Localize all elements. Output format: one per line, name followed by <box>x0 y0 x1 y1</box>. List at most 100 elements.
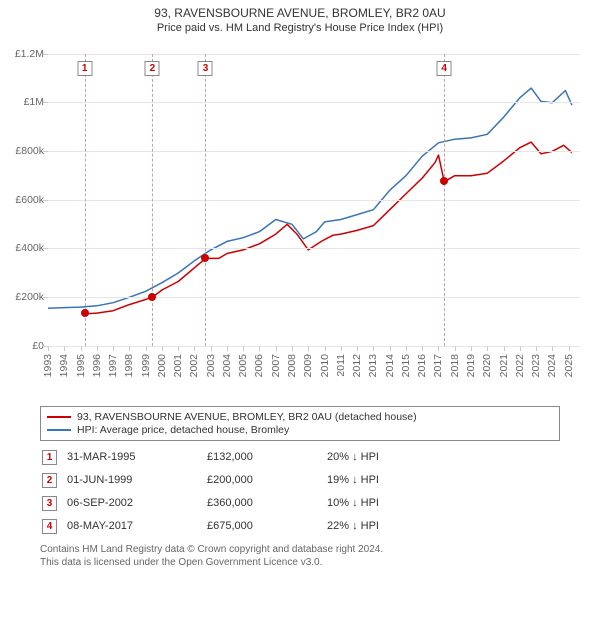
event-vline <box>444 54 445 346</box>
x-axis-label: 2013 <box>367 354 379 377</box>
footer-attribution: Contains HM Land Registry data © Crown c… <box>40 543 560 570</box>
x-tick <box>113 346 114 351</box>
event-flag: 2 <box>145 61 160 76</box>
event-row-date: 08-MAY-2017 <box>67 516 205 537</box>
x-axis-label: 2023 <box>530 354 542 377</box>
event-row-price: £360,000 <box>207 493 325 514</box>
x-axis-labels: 1993199419951996199719981999200020012002… <box>48 346 580 386</box>
x-tick <box>178 346 179 351</box>
legend-swatch-price <box>47 416 71 418</box>
y-gridline <box>48 346 580 347</box>
event-row-number: 3 <box>42 496 57 511</box>
series-price-line <box>85 142 572 314</box>
x-axis-label: 2025 <box>563 354 575 377</box>
y-gridline <box>48 248 580 249</box>
event-row-date: 06-SEP-2002 <box>67 493 205 514</box>
x-axis-label: 1997 <box>107 354 119 377</box>
chart-container: 93, RAVENSBOURNE AVENUE, BROMLEY, BR2 0A… <box>0 0 600 620</box>
series-hpi-line <box>48 88 572 308</box>
event-flag: 1 <box>77 61 92 76</box>
y-tick <box>43 102 48 103</box>
event-row: 408-MAY-2017£675,00022% ↓ HPI <box>42 516 387 537</box>
x-axis-label: 1995 <box>75 354 87 377</box>
x-tick <box>276 346 277 351</box>
event-flag-number: 3 <box>198 61 213 76</box>
event-flag: 3 <box>198 61 213 76</box>
chart-plot-wrap: 1993199419951996199719981999200020012002… <box>0 40 600 400</box>
event-row-delta: 20% ↓ HPI <box>327 447 387 468</box>
x-tick <box>373 346 374 351</box>
x-axis-label: 2022 <box>514 354 526 377</box>
y-tick <box>43 151 48 152</box>
y-gridline <box>48 151 580 152</box>
y-gridline <box>48 200 580 201</box>
x-tick <box>406 346 407 351</box>
x-axis-label: 2014 <box>384 354 396 377</box>
x-axis-label: 2024 <box>546 354 558 377</box>
x-axis-label: 2017 <box>432 354 444 377</box>
event-row-price: £132,000 <box>207 447 325 468</box>
x-axis-label: 2008 <box>286 354 298 377</box>
y-tick <box>43 297 48 298</box>
event-row: 306-SEP-2002£360,00010% ↓ HPI <box>42 493 387 514</box>
y-gridline <box>48 54 580 55</box>
legend-label-price: 93, RAVENSBOURNE AVENUE, BROMLEY, BR2 0A… <box>77 411 417 423</box>
x-axis-label: 2005 <box>237 354 249 377</box>
x-tick <box>162 346 163 351</box>
event-flag: 4 <box>437 61 452 76</box>
x-tick <box>64 346 65 351</box>
chart-subtitle: Price paid vs. HM Land Registry's House … <box>0 22 600 34</box>
x-axis-label: 1994 <box>58 354 70 377</box>
x-axis-label: 2012 <box>351 354 363 377</box>
event-row-number: 2 <box>42 473 57 488</box>
x-tick <box>97 346 98 351</box>
x-axis-label: 2001 <box>172 354 184 377</box>
y-tick <box>43 200 48 201</box>
event-vline <box>152 54 153 346</box>
x-axis-label: 2003 <box>205 354 217 377</box>
x-axis-label: 2000 <box>156 354 168 377</box>
event-row-date: 01-JUN-1999 <box>67 470 205 491</box>
x-tick <box>422 346 423 351</box>
x-axis-label: 2020 <box>481 354 493 377</box>
event-marker <box>81 309 89 317</box>
x-tick <box>390 346 391 351</box>
legend-label-hpi: HPI: Average price, detached house, Brom… <box>77 424 289 436</box>
x-tick <box>292 346 293 351</box>
legend-row-hpi: HPI: Average price, detached house, Brom… <box>47 424 553 436</box>
x-axis-label: 1998 <box>123 354 135 377</box>
event-flag-number: 1 <box>77 61 92 76</box>
event-row-number: 1 <box>42 450 57 465</box>
x-tick <box>81 346 82 351</box>
event-flag-number: 4 <box>437 61 452 76</box>
x-tick <box>357 346 358 351</box>
x-axis-label: 2015 <box>400 354 412 377</box>
chart-plot: 1993199419951996199719981999200020012002… <box>48 54 580 346</box>
event-vline <box>205 54 206 346</box>
event-row: 201-JUN-1999£200,00019% ↓ HPI <box>42 470 387 491</box>
x-tick <box>520 346 521 351</box>
legend-row-price: 93, RAVENSBOURNE AVENUE, BROMLEY, BR2 0A… <box>47 411 553 423</box>
y-gridline <box>48 102 580 103</box>
x-axis-label: 2006 <box>253 354 265 377</box>
x-axis-label: 1993 <box>42 354 54 377</box>
events-table: 1 31-MAR-1995£132,00020% ↓ HPI 2 01-JUN-199… <box>40 445 389 539</box>
y-tick <box>43 248 48 249</box>
legend-box: 93, RAVENSBOURNE AVENUE, BROMLEY, BR2 0A… <box>40 406 560 441</box>
x-tick <box>259 346 260 351</box>
x-tick <box>325 346 326 351</box>
x-tick <box>504 346 505 351</box>
x-axis-label: 2019 <box>465 354 477 377</box>
y-gridline <box>48 297 580 298</box>
event-row-price: £200,000 <box>207 470 325 491</box>
x-tick <box>194 346 195 351</box>
event-marker <box>201 254 209 262</box>
chart-title: 93, RAVENSBOURNE AVENUE, BROMLEY, BR2 0A… <box>0 6 600 22</box>
y-tick <box>43 54 48 55</box>
x-tick <box>536 346 537 351</box>
x-axis-label: 2007 <box>270 354 282 377</box>
event-row: 1 31-MAR-1995£132,00020% ↓ HPI <box>42 447 387 468</box>
event-row-date: 31-MAR-1995 <box>67 447 205 468</box>
x-tick <box>455 346 456 351</box>
x-tick <box>146 346 147 351</box>
